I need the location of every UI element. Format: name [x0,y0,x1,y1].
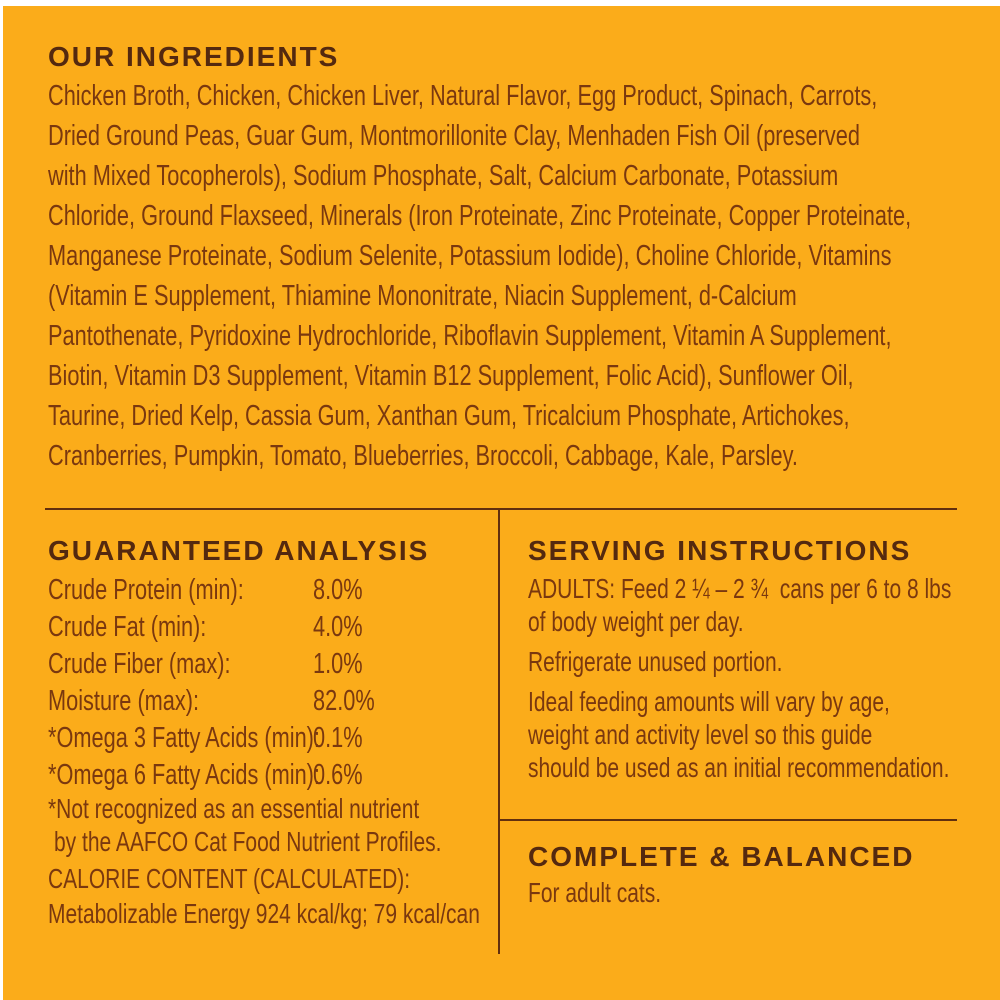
text-line: Refrigerate unused portion. [528,646,783,677]
text-line: of body weight per day. [528,606,744,637]
text-line: Pantothenate, Pyridoxine Hydrochloride, … [48,320,892,352]
serving-instructions-title: SERVING INSTRUCTIONS [528,535,912,566]
text-line: with Mixed Tocopherols), Sodium Phosphat… [48,160,839,192]
calorie-content-value: Metabolizable Energy 924 kcal/kg; 79 kca… [48,898,480,929]
analysis-row: Crude Fat (min): 4.0% [48,609,468,646]
serving-paragraph: Ideal feeding amounts will vary by age, w… [528,685,1000,784]
analysis-row: Crude Fiber (max): 1.0% [48,646,468,683]
analysis-row-value: 82.0% [313,685,375,717]
text-line: Taurine, Dried Kelp, Cassia Gum, Xanthan… [48,400,850,432]
text-line: ADULTS: Feed 2 ¼ – 2 ¾ cans per 6 to 8 l… [528,573,952,604]
text-line: *Not recognized as an essential nutrient [48,793,420,824]
scan-edge-top [0,0,1000,6]
text-line: (Vitamin E Supplement, Thiamine Mononitr… [48,280,797,312]
analysis-row-label: *Omega 3 Fatty Acids (min): [48,722,320,754]
text-line: Biotin, Vitamin D3 Supplement, Vitamin B… [48,360,854,392]
calorie-content-heading: CALORIE CONTENT (CALCULATED): [48,863,411,894]
text-line: weight and activity level so this guide [528,719,873,750]
text-line: Chloride, Ground Flaxseed, Minerals (Iro… [48,200,912,232]
right-column-divider [498,819,957,821]
analysis-row: Moisture (max): 82.0% [48,683,468,720]
serving-instructions-text: ADULTS: Feed 2 ¼ – 2 ¾ cans per 6 to 8 l… [528,572,1000,791]
analysis-row-value: 0.1% [313,722,363,754]
analysis-row-value: 0.6% [313,759,363,791]
serving-paragraph: Refrigerate unused portion. [528,645,1000,678]
analysis-row: *Omega 3 Fatty Acids (min): 0.1% [48,720,468,757]
serving-paragraph: ADULTS: Feed 2 ¼ – 2 ¾ cans per 6 to 8 l… [528,572,1000,638]
main-divider [45,508,957,510]
text-line: should be used as an initial recommendat… [528,752,950,783]
analysis-footnote: *Not recognized as an essential nutrient… [48,792,573,858]
analysis-row-label: Crude Fat (min): [48,611,207,643]
analysis-row: Crude Protein (min): 8.0% [48,572,468,609]
analysis-row-label: Moisture (max): [48,685,200,717]
analysis-row-value: 8.0% [313,574,363,606]
text-line: by the AAFCO Cat Food Nutrient Profiles. [54,826,442,857]
analysis-row-value: 4.0% [313,611,363,643]
ingredients-section-title: OUR INGREDIENTS [48,41,340,72]
analysis-row-label: *Omega 6 Fatty Acids (min): [48,759,320,791]
complete-balanced-title: COMPLETE & BALANCED [528,841,915,872]
text-line: Chicken Broth, Chicken, Chicken Liver, N… [48,80,878,112]
ingredients-list: Chicken Broth, Chicken, Chicken Liver, N… [48,76,1000,476]
text-line: Manganese Proteinate, Sodium Selenite, P… [48,240,892,272]
analysis-row: *Omega 6 Fatty Acids (min): 0.6% [48,757,468,794]
guaranteed-analysis-title: GUARANTEED ANALYSIS [48,535,430,566]
column-divider [498,508,500,954]
text-line: Dried Ground Peas, Guar Gum, Montmorillo… [48,120,860,152]
complete-balanced-text: For adult cats. [528,877,662,908]
analysis-row-value: 1.0% [313,648,363,680]
scan-edge-left [0,0,3,1000]
text-line: Cranberries, Pumpkin, Tomato, Blueberrie… [48,440,798,472]
analysis-row-label: Crude Fiber (max): [48,648,231,680]
text-line: Ideal feeding amounts will vary by age, [528,686,890,717]
guaranteed-analysis-table: Crude Protein (min): 8.0% Crude Fat (min):… [48,572,468,794]
analysis-row-label: Crude Protein (min): [48,574,244,606]
